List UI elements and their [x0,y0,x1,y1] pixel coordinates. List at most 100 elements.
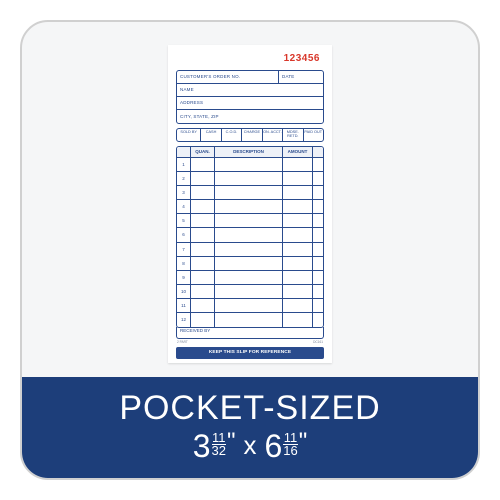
mdse-retd-cell: MDSE. RETD. [283,129,303,141]
table-row: 2 [177,172,323,186]
inch-mark: " [299,428,308,456]
slip-number: 123456 [176,51,324,70]
row-quan [191,186,215,199]
col-blank [177,147,191,157]
col-desc-header: DESCRIPTION [215,147,283,157]
row-quan [191,200,215,213]
height-fraction: 11 16 [283,432,297,458]
row-quan [191,313,215,326]
row-cents [313,172,323,185]
row-cents [313,257,323,270]
table-row: 5 [177,214,323,228]
row-amount [283,299,313,312]
row-desc [215,313,283,326]
product-card: 123456 CUSTOMER'S ORDER NO. DATE NAME AD… [20,20,480,480]
table-row: 7 [177,243,323,257]
row-cents [313,214,323,227]
paid-out-cell: PAID OUT [304,129,323,141]
row-number: 3 [177,186,191,199]
row-quan [191,243,215,256]
sold-by-cell: SOLD BY [177,129,201,141]
col-amount-header: AMOUNT [283,147,313,157]
cod-cell: C.O.D. [222,129,242,141]
row-cents [313,186,323,199]
height-dim: 6 11 16 " [265,430,308,462]
line-items-table: QUAN. DESCRIPTION AMOUNT 123456789101112 [176,146,324,328]
row-cents [313,200,323,213]
row-quan [191,257,215,270]
row-number: 5 [177,214,191,227]
charge-cell: CHARGE [242,129,262,141]
inch-mark: " [227,428,236,456]
table-row: 1 [177,158,323,172]
name-label: NAME [180,87,194,92]
row-quan [191,299,215,312]
row-amount [283,200,313,213]
city-row: CITY, STATE, ZIP [177,110,323,123]
table-row: 6 [177,228,323,242]
row-desc [215,271,283,284]
row-desc [215,299,283,312]
row-desc [215,172,283,185]
table-header: QUAN. DESCRIPTION AMOUNT [177,147,323,158]
order-no-label: CUSTOMER'S ORDER NO. [180,74,275,79]
row-quan [191,214,215,227]
row-cents [313,228,323,241]
row-number: 12 [177,313,191,326]
row-desc [215,158,283,171]
row-desc [215,214,283,227]
row-cents [313,271,323,284]
row-number: 8 [177,257,191,270]
row-number: 11 [177,299,191,312]
row-desc [215,243,283,256]
address-row: ADDRESS [177,97,323,110]
row-quan [191,271,215,284]
row-number: 6 [177,228,191,241]
tiny-right: DC161 [313,340,323,344]
table-body: 123456789101112 [177,158,323,327]
row-amount [283,257,313,270]
name-row: NAME [177,84,323,97]
row-number: 4 [177,200,191,213]
col-quan-header: QUAN. [191,147,215,157]
date-label: DATE [282,74,320,79]
table-row: 10 [177,285,323,299]
payment-method-row: SOLD BY CASH C.O.D. CHARGE ON. ACCT. MDS… [176,128,324,142]
width-fraction: 11 32 [212,432,226,458]
received-by-label: RECEIVED BY [180,328,210,333]
city-label: CITY, STATE, ZIP [180,114,219,119]
row-quan [191,228,215,241]
row-desc [215,200,283,213]
table-row: 3 [177,186,323,200]
col-cents-header [313,147,323,157]
received-by-row: RECEIVED BY [176,327,324,339]
customer-info-box: CUSTOMER'S ORDER NO. DATE NAME ADDRESS C… [176,70,324,124]
keep-slip-banner: KEEP THIS SLIP FOR REFERENCE [176,347,324,359]
table-row: 9 [177,271,323,285]
width-dim: 3 11 32 " [193,430,236,462]
row-amount [283,285,313,298]
row-quan [191,172,215,185]
sales-slip: 123456 CUSTOMER'S ORDER NO. DATE NAME AD… [168,45,332,363]
row-cents [313,313,323,326]
address-label: ADDRESS [180,100,203,105]
row-quan [191,285,215,298]
width-whole: 3 [193,430,211,462]
height-whole: 6 [265,430,283,462]
cash-cell: CASH [201,129,221,141]
row-amount [283,271,313,284]
table-row: 12 [177,313,323,326]
tiny-footer: 2 PART DC161 [176,339,324,344]
row-amount [283,172,313,185]
row-amount [283,214,313,227]
row-cents [313,299,323,312]
row-amount [283,186,313,199]
row-number: 7 [177,243,191,256]
tiny-left: 2 PART [177,340,188,344]
row-desc [215,257,283,270]
table-row: 8 [177,257,323,271]
row-amount [283,158,313,171]
row-number: 9 [177,271,191,284]
row-cents [313,243,323,256]
row-cents [313,158,323,171]
